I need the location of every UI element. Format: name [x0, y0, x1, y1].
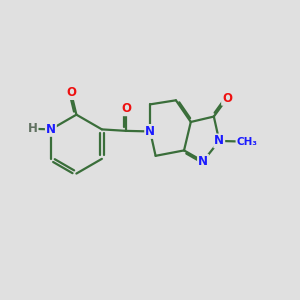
Text: CH₃: CH₃ [236, 136, 257, 146]
Text: N: N [214, 134, 224, 147]
Text: N: N [46, 123, 56, 136]
Text: O: O [66, 86, 76, 99]
Text: O: O [222, 92, 232, 105]
Text: O: O [121, 102, 131, 115]
Text: N: N [145, 125, 155, 138]
Text: H: H [28, 122, 38, 135]
Text: N: N [198, 155, 208, 168]
